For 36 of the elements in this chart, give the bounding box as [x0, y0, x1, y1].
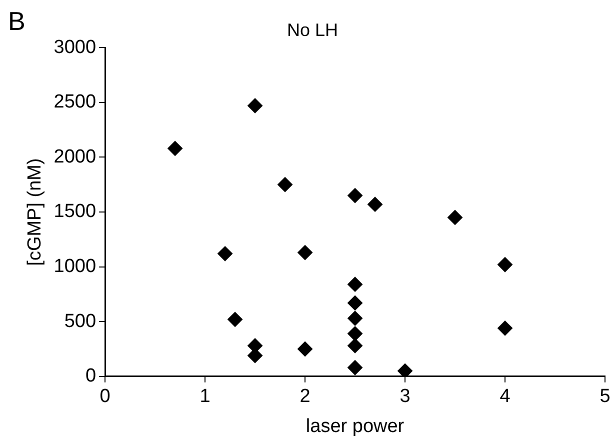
y-tick-label: 3000	[54, 36, 96, 58]
point	[248, 98, 263, 114]
point	[348, 360, 363, 376]
point	[348, 295, 363, 310]
point	[448, 210, 463, 225]
text: B	[8, 6, 26, 37]
point	[348, 338, 363, 354]
y-tick-label: 1000	[54, 256, 96, 278]
y-tick-label: 2500	[54, 92, 96, 113]
point	[348, 188, 363, 204]
point	[348, 310, 363, 326]
point	[228, 312, 243, 327]
point	[498, 320, 513, 336]
y-tick-label: 2000	[54, 146, 96, 168]
point	[498, 257, 513, 272]
point	[218, 246, 233, 262]
y-axis-title: [cGMP] (nM)	[24, 158, 46, 266]
y-tick-label: 1500	[54, 201, 96, 222]
x-tick-label: 0	[100, 386, 110, 408]
chart-title: No LH	[286, 20, 338, 40]
point	[278, 177, 293, 192]
x-axis-title: laser power	[306, 416, 405, 437]
point	[348, 276, 363, 292]
y-tick-label: 0	[85, 366, 96, 387]
point	[298, 342, 313, 356]
point	[368, 196, 383, 212]
y-tick-label: 500	[64, 310, 96, 332]
point	[168, 140, 183, 156]
point	[398, 363, 413, 376]
x-tick-label: 5	[600, 386, 610, 408]
point	[298, 245, 313, 260]
x-tick-label: 4	[500, 386, 511, 408]
x-tick-label: 1	[200, 386, 210, 408]
point	[348, 326, 363, 342]
x-tick-label: 3	[400, 386, 410, 408]
x-tick-label: 2	[300, 386, 310, 408]
